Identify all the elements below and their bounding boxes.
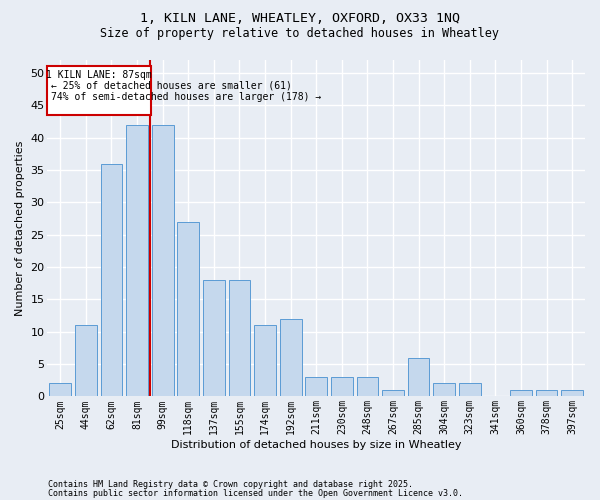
Bar <box>536 390 557 396</box>
Text: Contains HM Land Registry data © Crown copyright and database right 2025.: Contains HM Land Registry data © Crown c… <box>48 480 413 489</box>
Bar <box>280 319 302 396</box>
Bar <box>382 390 404 396</box>
Bar <box>101 164 122 396</box>
Bar <box>408 358 430 397</box>
FancyBboxPatch shape <box>47 66 151 115</box>
Text: Contains public sector information licensed under the Open Government Licence v3: Contains public sector information licen… <box>48 488 463 498</box>
Bar <box>510 390 532 396</box>
Bar <box>459 384 481 396</box>
Bar <box>229 280 250 396</box>
Y-axis label: Number of detached properties: Number of detached properties <box>15 140 25 316</box>
Bar <box>331 377 353 396</box>
Bar <box>152 124 173 396</box>
Bar <box>562 390 583 396</box>
X-axis label: Distribution of detached houses by size in Wheatley: Distribution of detached houses by size … <box>171 440 461 450</box>
Bar <box>49 384 71 396</box>
Text: Size of property relative to detached houses in Wheatley: Size of property relative to detached ho… <box>101 28 499 40</box>
Bar <box>305 377 327 396</box>
Bar <box>126 124 148 396</box>
Bar <box>356 377 379 396</box>
Bar <box>433 384 455 396</box>
Text: ← 25% of detached houses are smaller (61): ← 25% of detached houses are smaller (61… <box>51 80 292 90</box>
Bar <box>178 222 199 396</box>
Text: 74% of semi-detached houses are larger (178) →: 74% of semi-detached houses are larger (… <box>51 92 322 102</box>
Bar <box>254 326 276 396</box>
Text: 1 KILN LANE: 87sqm: 1 KILN LANE: 87sqm <box>46 70 152 80</box>
Text: 1, KILN LANE, WHEATLEY, OXFORD, OX33 1NQ: 1, KILN LANE, WHEATLEY, OXFORD, OX33 1NQ <box>140 12 460 26</box>
Bar <box>203 280 225 396</box>
Bar <box>75 326 97 396</box>
